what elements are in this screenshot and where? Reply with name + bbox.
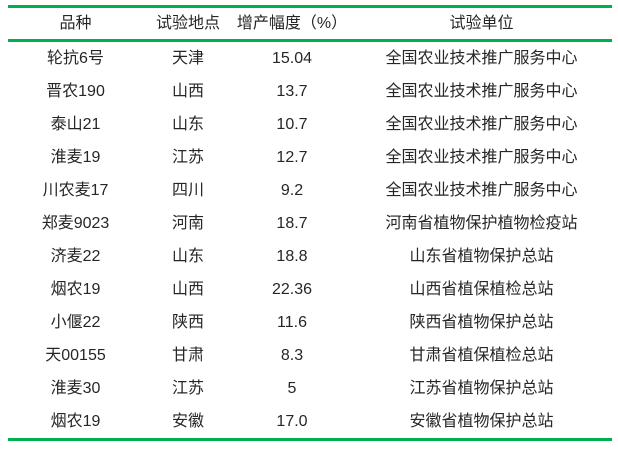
variety-cell: 小偃22	[50, 313, 101, 331]
unit-cell: 山西省植保植检总站	[409, 280, 554, 298]
variety-cell: 烟农19	[50, 412, 101, 430]
table-row: 小偃22 陕西 11.6 陕西省植物保护总站	[8, 306, 612, 339]
variety-cell: 淮麦19	[50, 148, 101, 166]
location-cell: 山东	[171, 115, 204, 133]
header-unit: 试验单位	[449, 14, 514, 32]
increase-cell: 18.7	[276, 214, 308, 232]
table-header-rule	[8, 39, 612, 42]
variety-cell: 轮抗6号	[47, 49, 104, 67]
location-cell: 山西	[171, 280, 204, 298]
location-cell: 山西	[171, 82, 204, 100]
increase-cell: 9.2	[280, 181, 304, 199]
unit-cell: 江苏省植物保护总站	[409, 379, 554, 397]
table-row: 川农麦17 四川 9.2 全国农业技术推广服务中心	[8, 174, 612, 207]
location-cell: 甘肃	[171, 346, 204, 364]
increase-cell: 18.8	[276, 247, 308, 265]
table-header-row: 品种 试验地点 增产幅度（%） 试验单位	[8, 8, 612, 39]
variety-cell: 烟农19	[50, 280, 101, 298]
unit-cell: 山东省植物保护总站	[409, 247, 554, 265]
header-increase: 增产幅度（%）	[236, 14, 348, 32]
header-location: 试验地点	[155, 14, 220, 32]
unit-cell: 安徽省植物保护总站	[409, 412, 554, 430]
increase-cell: 11.6	[277, 313, 307, 331]
table-row: 晋农190 山西 13.7 全国农业技术推广服务中心	[8, 75, 612, 108]
yield-increase-table: 品种 试验地点 增产幅度（%） 试验单位 轮抗6号 天津 15.04 全国农业技术推广…	[8, 5, 612, 441]
variety-cell: 川农麦17	[42, 181, 109, 199]
increase-cell: 15.04	[271, 49, 313, 67]
table-body: 轮抗6号 天津 15.04 全国农业技术推广服务中心 晋农190 山西 13.7 全国农业技术…	[8, 42, 612, 438]
unit-cell: 陕西省植物保护总站	[409, 313, 554, 331]
variety-cell: 淮麦30	[50, 379, 101, 397]
unit-cell: 甘肃省植保植检总站	[409, 346, 554, 364]
increase-cell: 17.0	[276, 412, 308, 430]
increase-cell: 22.36	[271, 280, 313, 298]
table-top-rule	[8, 5, 612, 8]
header-variety: 品种	[59, 14, 92, 32]
unit-cell: 河南省植物保护植物检疫站	[385, 214, 578, 232]
table-row: 烟农19 安徽 17.0 安徽省植物保护总站	[8, 405, 612, 438]
table-row: 济麦22 山东 18.8 山东省植物保护总站	[8, 240, 612, 273]
unit-cell: 全国农业技术推广服务中心	[385, 49, 578, 67]
table-row: 淮麦30 江苏 5 江苏省植物保护总站	[8, 372, 612, 405]
location-cell: 安徽	[171, 412, 204, 430]
table-bottom-rule	[8, 438, 612, 441]
table-row: 淮麦19 江苏 12.7 全国农业技术推广服务中心	[8, 141, 612, 174]
variety-cell: 郑麦9023	[41, 214, 110, 232]
table-row: 天00155 甘肃 8.3 甘肃省植保植检总站	[8, 339, 612, 372]
unit-cell: 全国农业技术推广服务中心	[385, 181, 578, 199]
variety-cell: 晋农190	[46, 82, 105, 100]
location-cell: 江苏	[171, 148, 204, 166]
increase-cell: 5	[287, 379, 297, 397]
unit-cell: 全国农业技术推广服务中心	[385, 148, 578, 166]
increase-cell: 10.7	[276, 115, 308, 133]
variety-cell: 天00155	[45, 346, 106, 364]
table-row: 轮抗6号 天津 15.04 全国农业技术推广服务中心	[8, 42, 612, 75]
variety-cell: 济麦22	[50, 247, 101, 265]
unit-cell: 全国农业技术推广服务中心	[385, 82, 578, 100]
location-cell: 山东	[171, 247, 204, 265]
variety-cell: 泰山21	[50, 115, 101, 133]
location-cell: 河南	[171, 214, 204, 232]
location-cell: 天津	[171, 49, 204, 67]
table-row: 郑麦9023 河南 18.7 河南省植物保护植物检疫站	[8, 207, 612, 240]
increase-cell: 13.7	[276, 82, 308, 100]
increase-cell: 8.3	[280, 346, 304, 364]
table-row: 泰山21 山东 10.7 全国农业技术推广服务中心	[8, 108, 612, 141]
location-cell: 四川	[171, 181, 204, 199]
location-cell: 陕西	[171, 313, 204, 331]
increase-cell: 12.7	[276, 148, 308, 166]
table-row: 烟农19 山西 22.36 山西省植保植检总站	[8, 273, 612, 306]
location-cell: 江苏	[171, 379, 204, 397]
unit-cell: 全国农业技术推广服务中心	[385, 115, 578, 133]
